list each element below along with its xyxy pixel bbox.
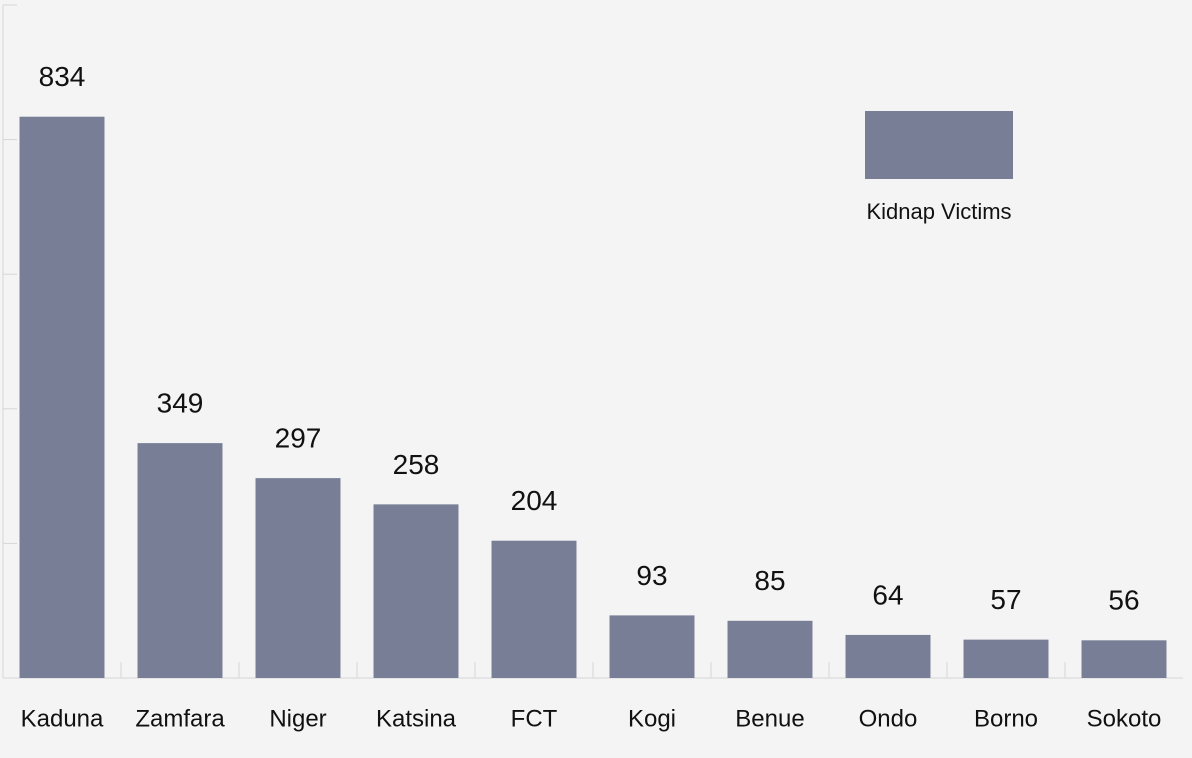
x-tick-label: Benue [735, 705, 804, 732]
bar [845, 634, 931, 678]
bar [373, 504, 459, 678]
value-label: 64 [872, 579, 903, 610]
value-label: 297 [275, 423, 322, 454]
bar [137, 443, 223, 678]
value-label: 85 [754, 565, 785, 596]
bar [609, 615, 695, 678]
value-label: 349 [157, 388, 204, 419]
x-tick-label: Kaduna [21, 705, 104, 732]
legend-label: Kidnap Victims [866, 199, 1011, 224]
bar [491, 540, 577, 678]
bar [963, 639, 1049, 678]
value-label: 258 [393, 449, 440, 480]
x-tick-label: FCT [511, 705, 558, 732]
x-tick-label: Kogi [628, 705, 676, 732]
x-tick-label: Niger [269, 705, 326, 732]
bar [19, 116, 105, 678]
value-label: 204 [511, 485, 558, 516]
x-tick-label: Zamfara [135, 705, 225, 732]
value-label: 57 [990, 584, 1021, 615]
bar [255, 478, 341, 678]
x-tick-label: Borno [974, 705, 1038, 732]
bar [1081, 640, 1167, 678]
value-label: 93 [636, 560, 667, 591]
value-label: 56 [1108, 585, 1139, 616]
value-label: 834 [39, 61, 86, 92]
x-tick-label: Ondo [859, 705, 918, 732]
bar [727, 620, 813, 678]
x-tick-label: Sokoto [1087, 705, 1162, 732]
legend-swatch [865, 111, 1013, 179]
x-tick-label: Katsina [376, 705, 457, 732]
